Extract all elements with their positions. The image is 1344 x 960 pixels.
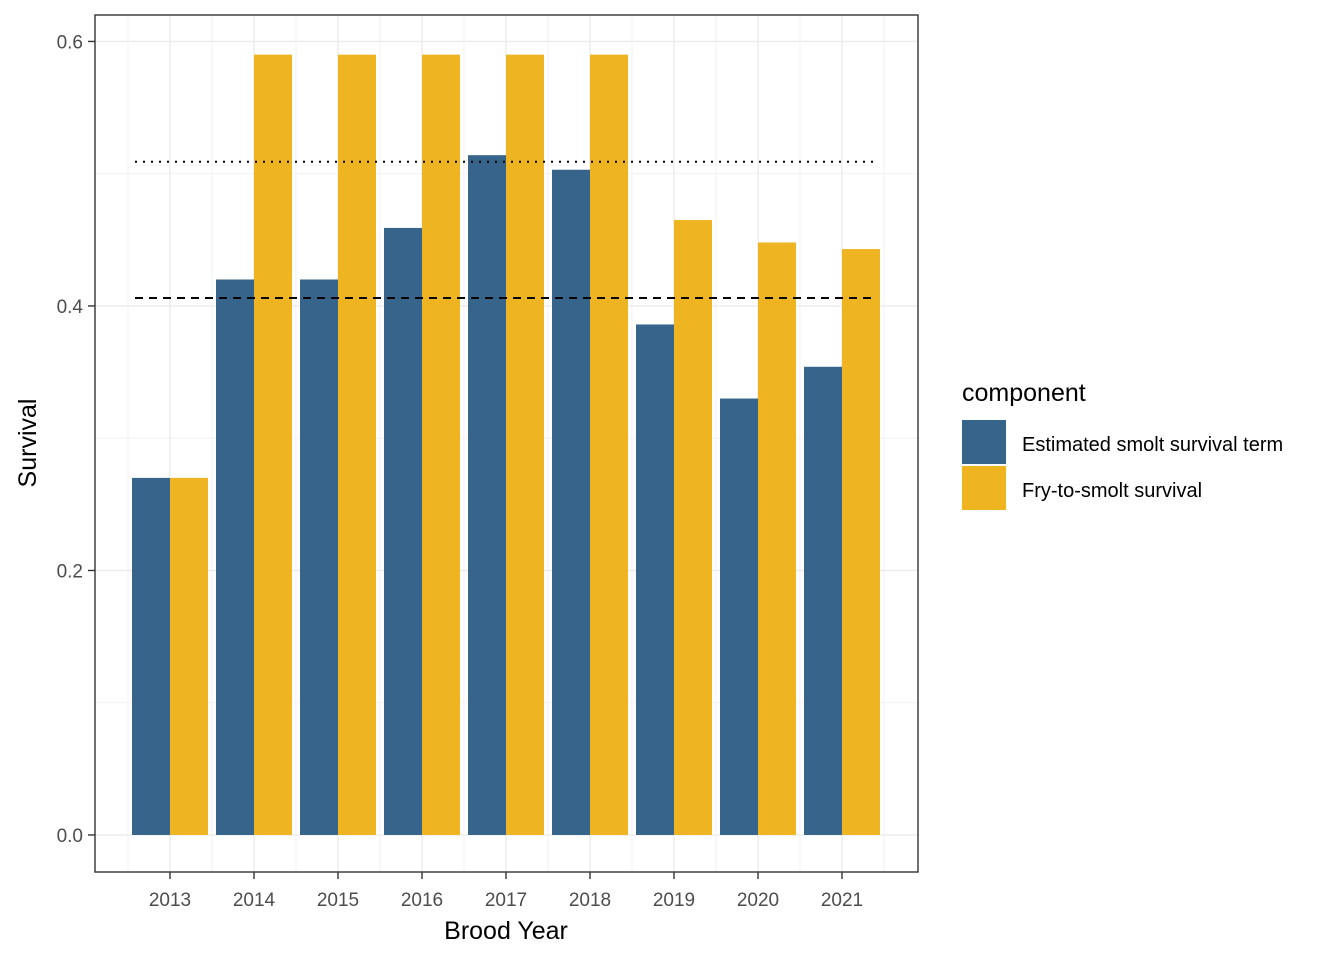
bar-fry-to-smolt-survival-2013 bbox=[170, 477, 208, 835]
y-tick-label: 0.2 bbox=[57, 561, 83, 582]
bar-fry-to-smolt-survival-2016 bbox=[422, 54, 460, 835]
legend-key-estimated-smolt-survival bbox=[962, 420, 1006, 464]
x-tick-label: 2017 bbox=[485, 890, 527, 911]
bar-estimated-smolt-survival-2021 bbox=[804, 366, 842, 835]
y-tick-label: 0.6 bbox=[57, 32, 83, 53]
x-tick-label: 2020 bbox=[737, 890, 779, 911]
legend-label-fry-to-smolt-survival: Fry-to-smolt survival bbox=[1022, 480, 1202, 502]
y-axis-title: Survival bbox=[14, 399, 42, 488]
legend-title: component bbox=[962, 379, 1086, 407]
x-tick-label: 2016 bbox=[401, 890, 443, 911]
bar-fry-to-smolt-survival-2020 bbox=[758, 242, 796, 835]
bar-fry-to-smolt-survival-2017 bbox=[506, 54, 544, 835]
bar-estimated-smolt-survival-2019 bbox=[636, 324, 674, 835]
x-tick-label: 2021 bbox=[821, 890, 863, 911]
bar-fry-to-smolt-survival-2018 bbox=[590, 54, 628, 835]
x-tick-label: 2015 bbox=[317, 890, 359, 911]
bar-estimated-smolt-survival-2014 bbox=[216, 279, 254, 835]
x-axis-title: Brood Year bbox=[444, 917, 568, 945]
bar-fry-to-smolt-survival-2014 bbox=[254, 54, 292, 835]
bar-fry-to-smolt-survival-2019 bbox=[674, 219, 712, 835]
legend: component Estimated smolt survival term … bbox=[962, 379, 1283, 510]
bars-layer bbox=[132, 54, 880, 835]
x-tick-label: 2018 bbox=[569, 890, 611, 911]
bar-estimated-smolt-survival-2013 bbox=[132, 477, 170, 835]
bar-estimated-smolt-survival-2020 bbox=[720, 398, 758, 835]
bar-fry-to-smolt-survival-2015 bbox=[338, 54, 376, 835]
y-tick-label: 0.0 bbox=[57, 826, 83, 847]
x-axis: 2013 2014 2015 2016 2017 2018 2019 2020 2021 bbox=[149, 872, 863, 911]
x-tick-label: 2014 bbox=[233, 890, 276, 911]
bar-fry-to-smolt-survival-2021 bbox=[842, 249, 880, 835]
y-axis: 0.0 0.2 0.4 0.6 bbox=[57, 32, 95, 847]
bar-estimated-smolt-survival-2016 bbox=[384, 227, 422, 835]
legend-label-estimated-smolt-survival: Estimated smolt survival term bbox=[1022, 434, 1283, 456]
reference-lines bbox=[135, 160, 877, 300]
x-tick-label: 2013 bbox=[149, 890, 191, 911]
legend-key-fry-to-smolt-survival bbox=[962, 466, 1006, 510]
bar-estimated-smolt-survival-2018 bbox=[552, 169, 590, 835]
bar-estimated-smolt-survival-2015 bbox=[300, 279, 338, 835]
bar-estimated-smolt-survival-2017 bbox=[468, 155, 506, 835]
x-tick-label: 2019 bbox=[653, 890, 695, 911]
y-tick-label: 0.4 bbox=[57, 297, 84, 318]
